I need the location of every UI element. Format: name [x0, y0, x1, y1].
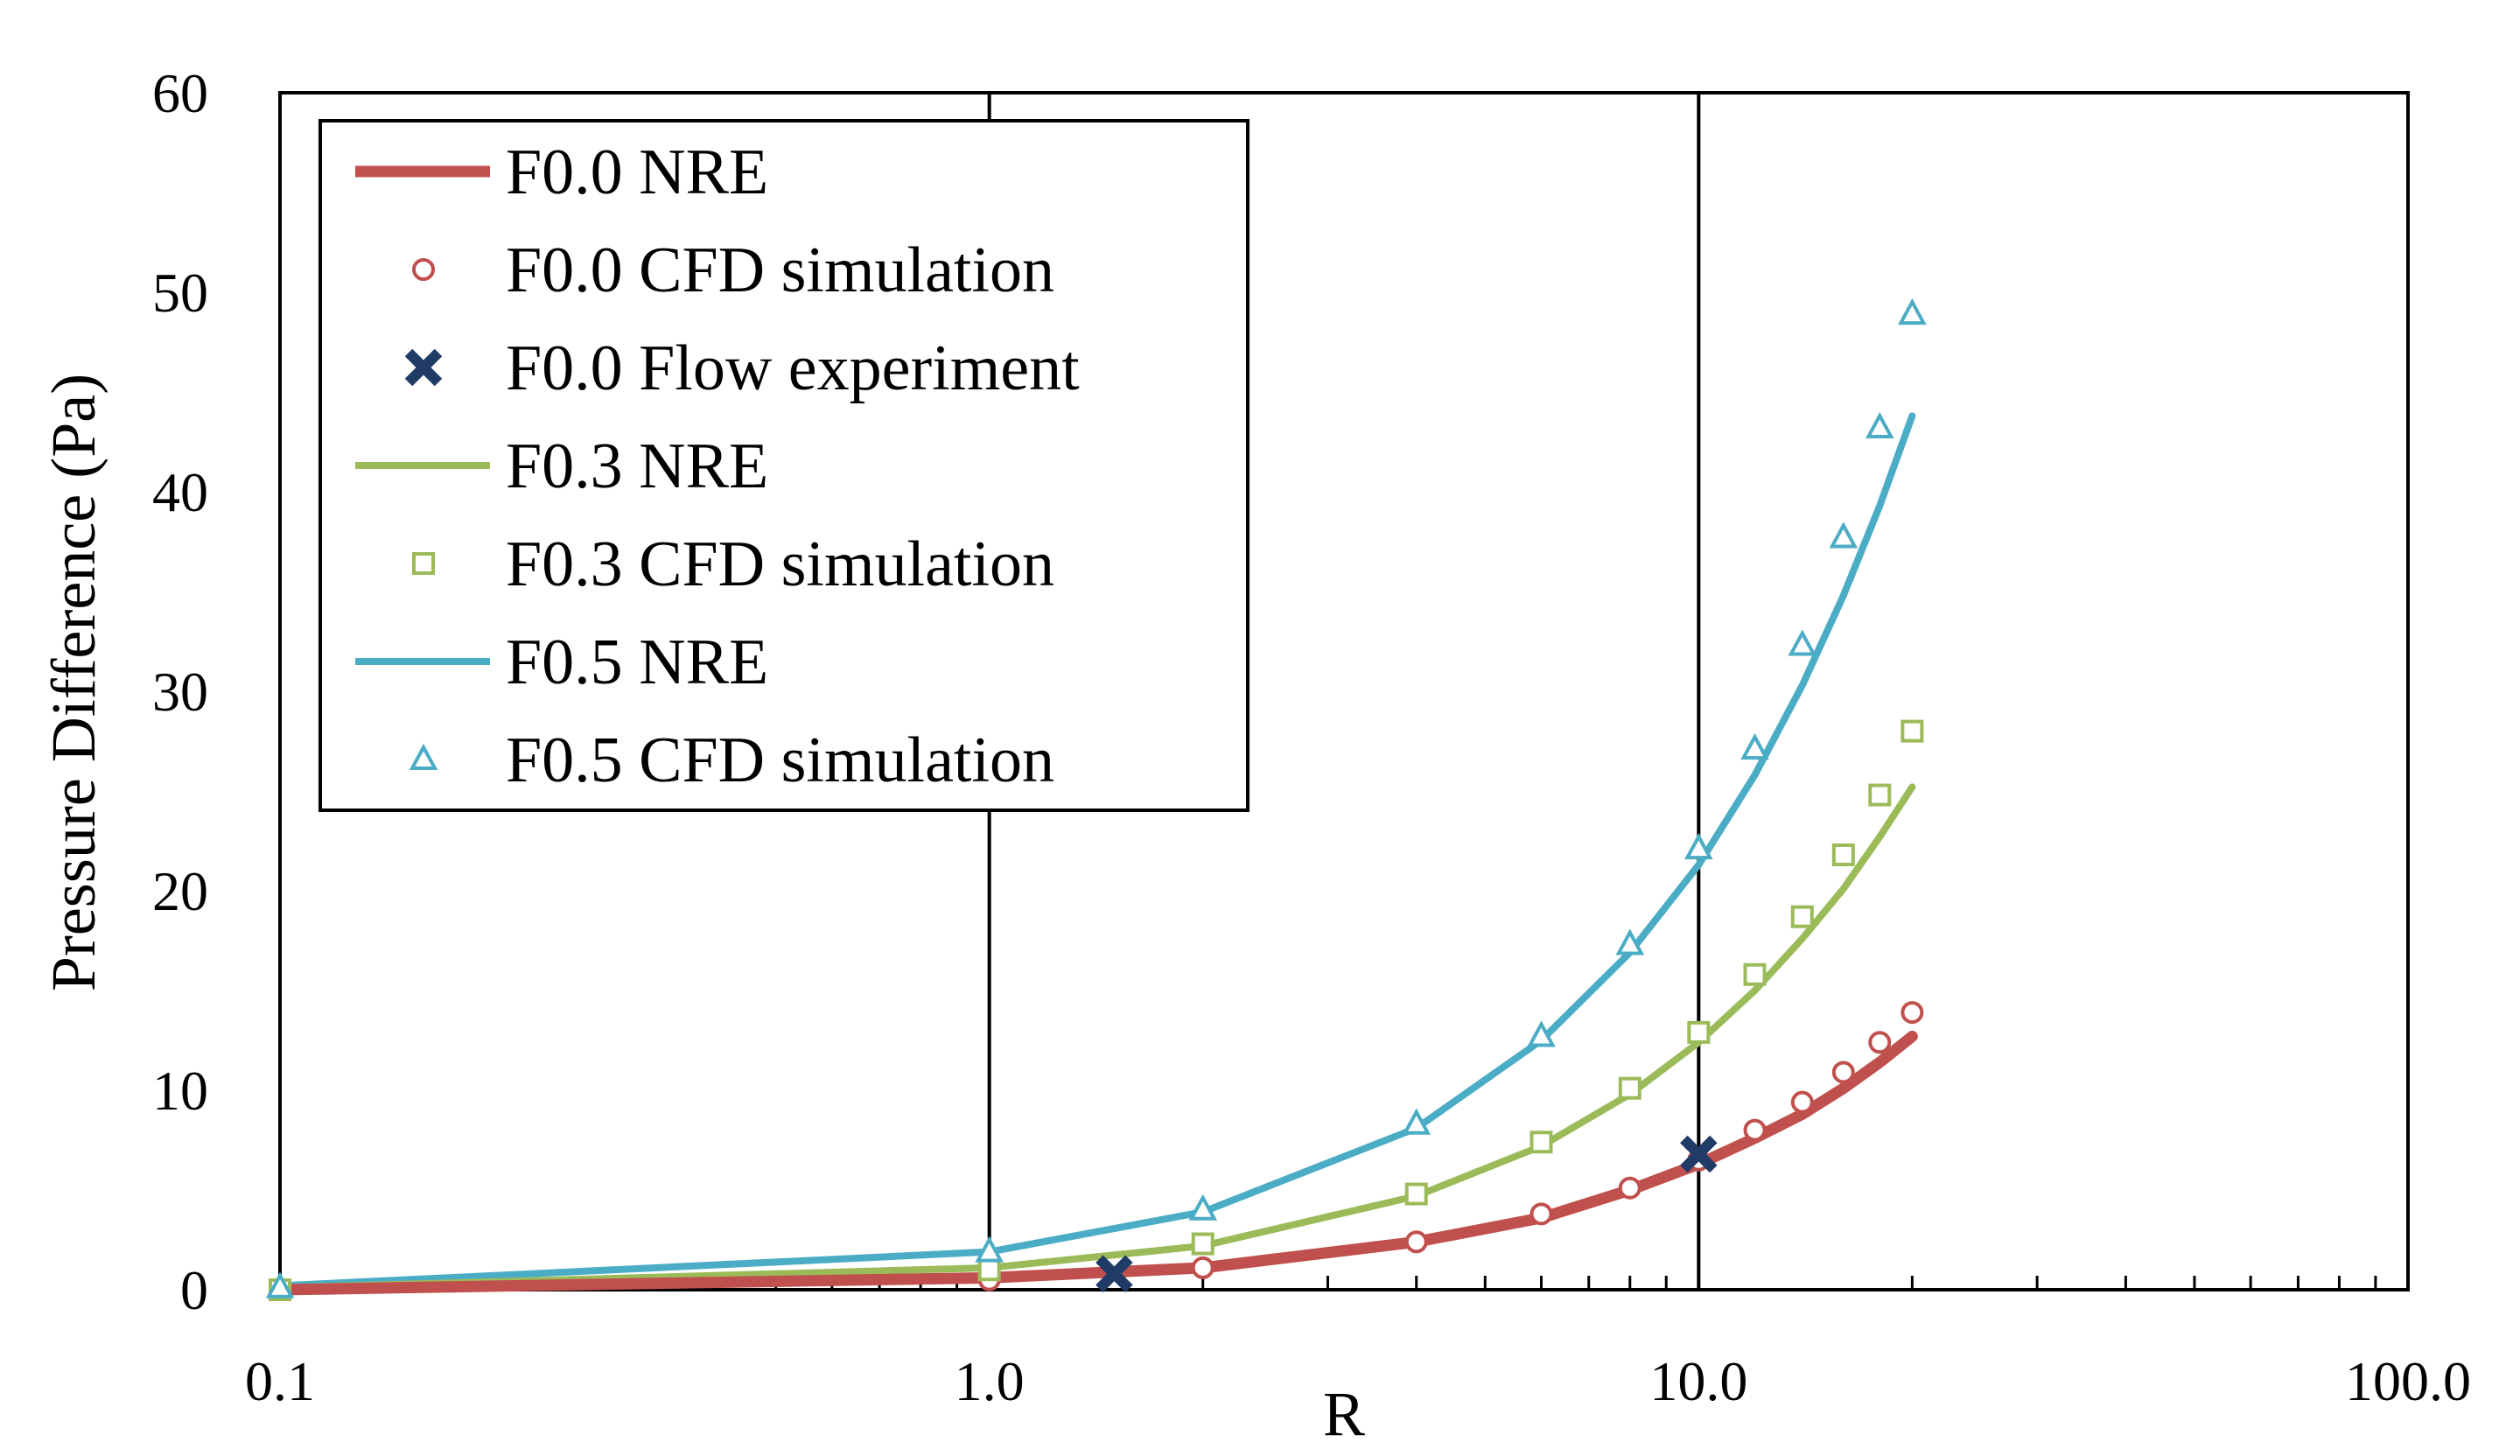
f0-5-cfd-simulation-point [1788, 629, 1817, 656]
y-tick-label: 40 [152, 461, 208, 523]
f0-0-flow-experiment-point [1680, 1135, 1718, 1173]
y-tick-label: 0 [180, 1259, 208, 1321]
f0-3-cfd-simulation-point [1868, 783, 1892, 807]
legend-label-f0-3-cfd-simulation: F0.3 CFD simulation [506, 528, 1054, 600]
plot-area-frame [278, 91, 2410, 1292]
legend-entry-f0-3-cfd-simulation: F0.3 CFD simulation [412, 528, 1054, 600]
series-f0-3-nre [276, 783, 1916, 1292]
series-f0-5-cfd-simulation [265, 298, 1927, 1298]
y-tick-label: 50 [152, 262, 208, 324]
f0-0-cfd-simulation-point [1868, 1031, 1892, 1054]
f0-5-cfd-simulation-point [265, 1271, 295, 1298]
legend-label-f0-0-cfd-simulation: F0.0 CFD simulation [506, 234, 1054, 306]
legend-entry-f0-5-cfd-simulation: F0.5 CFD simulation [409, 724, 1054, 796]
y-tick-label: 60 [152, 62, 208, 124]
legend-swatch-f0-3-cfd-simulation [412, 552, 435, 575]
tick-labels: 0.1 1.0 10.0 100.0 0 10 20 30 40 50 60 [152, 62, 2471, 1412]
f0-3-cfd-simulation-point [977, 1258, 1001, 1282]
f0-0-cfd-simulation-point [1191, 1256, 1214, 1279]
f0-0-cfd-simulation-point [1831, 1060, 1855, 1084]
y-axis-title: Pressure Difference (Pa) [38, 374, 108, 991]
f0-3-cfd-simulation-point [1743, 962, 1767, 986]
legend-label-f0-0-nre: F0.0 NRE [506, 136, 768, 208]
f0-0-cfd-simulation-point [1618, 1176, 1642, 1200]
f0-0-nre-line [274, 1030, 1918, 1296]
y-tick-label: 10 [152, 1060, 208, 1122]
f0-0-cfd-simulation-point [1790, 1090, 1814, 1114]
f0-5-cfd-simulation-point [1865, 411, 1894, 439]
f0-3-cfd-simulation-point [1530, 1130, 1553, 1154]
f0-5-cfd-simulation-point [1527, 1020, 1556, 1047]
legend-entry-f0-5-nre: F0.5 NRE [355, 626, 768, 698]
y-tick-label: 20 [152, 860, 208, 922]
data-series [265, 298, 1927, 1301]
series-f0-0-flow-experiment [1096, 1135, 1718, 1293]
legend: F0.0 NRE F0.0 CFD simulation F0.0 Flow exp… [318, 119, 1250, 812]
y-tick-label: 30 [152, 661, 208, 723]
x-tick-label: 0.1 [245, 1350, 315, 1412]
f0-3-cfd-simulation-point [1191, 1232, 1214, 1256]
x-tick-label: 100.0 [2345, 1350, 2471, 1412]
legend-swatch-f0-0-flow-experiment [404, 348, 443, 387]
f0-5-nre-line [276, 412, 1916, 1290]
f0-3-nre-line [276, 783, 1916, 1292]
f0-0-cfd-simulation-point [1404, 1230, 1428, 1254]
legend-label-f0-3-nre: F0.3 NRE [506, 430, 768, 502]
legend-entry-f0-0-flow-experiment: F0.0 Flow experiment [404, 332, 1080, 404]
f0-0-cfd-simulation-point [1900, 1001, 1924, 1025]
f0-3-cfd-simulation-point [1790, 905, 1814, 928]
f0-3-cfd-simulation-point [1687, 1020, 1711, 1044]
f0-5-cfd-simulation-point [1188, 1194, 1218, 1221]
series-f0-5-nre [276, 412, 1916, 1290]
f0-0-flow-experiment-point [1096, 1255, 1133, 1293]
f0-5-cfd-simulation-point [1829, 522, 1858, 549]
legend-swatch-f0-5-cfd-simulation [409, 743, 438, 770]
f0-0-cfd-simulation-point [1743, 1118, 1767, 1142]
f0-5-cfd-simulation-point [1898, 298, 1927, 326]
legend-label-f0-5-nre: F0.5 NRE [506, 626, 768, 698]
f0-5-cfd-simulation-point [1615, 928, 1645, 956]
x-tick-label: 10.0 [1649, 1350, 1747, 1412]
f0-5-cfd-simulation-point [975, 1236, 1004, 1263]
f0-5-cfd-simulation-point [1402, 1108, 1432, 1135]
f0-3-cfd-simulation-point [1831, 843, 1855, 866]
legend-entry-f0-0-cfd-simulation: F0.0 CFD simulation [412, 234, 1054, 306]
f0-5-cfd-simulation-point [1740, 732, 1769, 760]
series-f0-0-nre [274, 1030, 1918, 1296]
legend-label-f0-5-cfd-simulation: F0.5 CFD simulation [506, 724, 1054, 796]
f0-3-cfd-simulation-point [1404, 1182, 1428, 1206]
legend-entry-f0-0-nre: F0.0 NRE [355, 136, 768, 208]
f0-5-cfd-simulation-point [1684, 832, 1713, 860]
x-axis-title: R [1323, 1379, 1365, 1449]
legend-swatch-f0-0-cfd-simulation [412, 258, 435, 281]
f0-3-cfd-simulation-point [1900, 719, 1924, 743]
legend-label-f0-0-flow-experiment: F0.0 Flow experiment [506, 332, 1080, 404]
x-tick-label: 1.0 [955, 1350, 1025, 1412]
legend-entry-f0-3-nre: F0.3 NRE [355, 430, 768, 502]
f0-0-cfd-simulation-point [1530, 1202, 1553, 1226]
f0-3-cfd-simulation-point [1618, 1076, 1642, 1100]
